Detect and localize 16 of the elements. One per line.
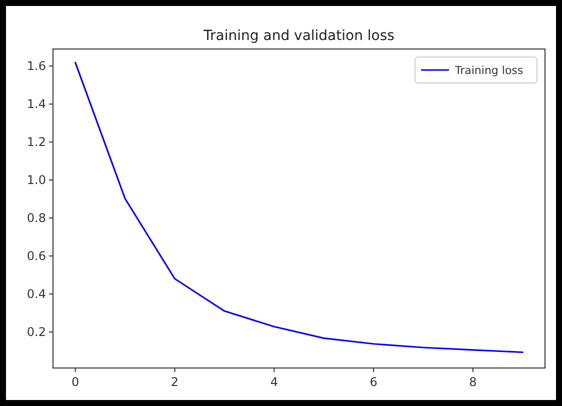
x-tick-label: 6 [370, 375, 378, 389]
chart-title: Training and validation loss [202, 28, 394, 44]
legend-label: Training loss [454, 64, 524, 77]
y-tick-label: 1.0 [26, 173, 46, 188]
x-tick-label: 0 [72, 375, 80, 389]
y-tick-label: 0.2 [26, 324, 46, 339]
y-tick-label: 0.6 [26, 248, 46, 263]
line-series [74, 62, 524, 354]
x-tick-label: 2 [170, 375, 179, 389]
y-tick-label: 0.4 [26, 286, 46, 301]
y-tick-label: 1.2 [26, 135, 46, 150]
y-tick-label: 0.8 [26, 210, 46, 225]
y-tick-label: 1.4 [26, 97, 46, 112]
x-tick-label: 4 [270, 375, 278, 389]
x-tick-label: 8 [469, 375, 477, 389]
y-tick-label: 1.6 [26, 59, 46, 74]
